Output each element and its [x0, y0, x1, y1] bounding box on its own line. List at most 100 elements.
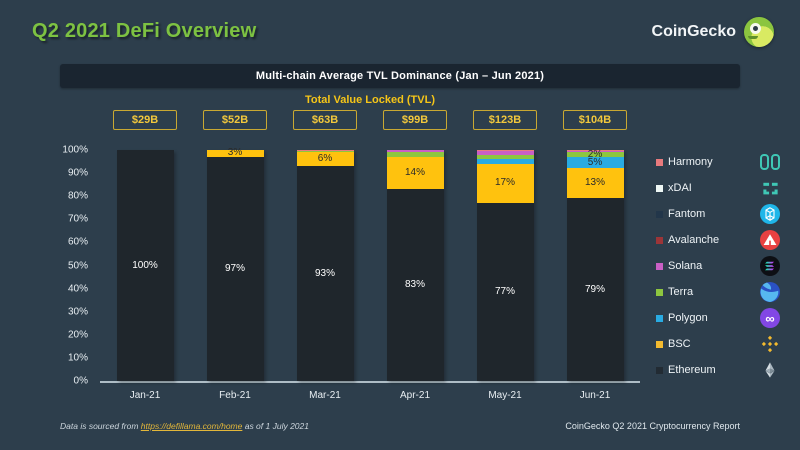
stacked-bar-apr-21: 14% 83%: [386, 150, 444, 381]
legend-swatch-polygon: [656, 314, 663, 322]
legend-swatch-ethereum: [656, 366, 663, 374]
legend-item-harmony: Harmony: [656, 152, 780, 172]
legend-item-solana: Solana: [656, 256, 780, 276]
legend-swatch-harmony: [656, 158, 663, 166]
legend-label-harmony: Harmony: [668, 156, 713, 168]
segment-label: 83%: [404, 279, 425, 291]
x-label-feb-21: Feb-21: [219, 390, 251, 401]
plot-area: 100% 3% 97% 6% 93% 14% 83% 17% 77% 2% 5% 13% 79%: [100, 147, 640, 383]
y-tick-50: 50%: [67, 260, 88, 271]
legend-item-bsc: BSC: [656, 334, 780, 354]
bar-column-apr-21: 14% 83%: [370, 150, 460, 381]
stacked-bar-jun-21: 2% 5% 13% 79%: [566, 148, 624, 381]
bar-segment-harmony-jun-21: [566, 150, 624, 151]
segment-label: 17%: [494, 177, 515, 189]
chart-title: Multi-chain Average TVL Dominance (Jan –…: [255, 70, 545, 82]
legend-item-terra: Terra: [656, 282, 780, 302]
segment-label: 14%: [404, 167, 425, 179]
legend-swatch-xdai: [656, 184, 663, 192]
bar-segment-ethereum-apr-21: 83%: [386, 189, 444, 381]
bar-segment-ethereum-feb-21: 97%: [206, 156, 264, 381]
tvl-cell-may-21: $123B: [460, 110, 550, 130]
segment-label: 79%: [584, 283, 605, 295]
bar-segment-polygon-may-21: [476, 159, 534, 164]
tvl-box-may-21: $123B: [473, 110, 537, 130]
y-tick-30: 30%: [67, 306, 88, 318]
footer-source-suffix: as of 1 July 2021: [242, 421, 309, 431]
tvl-cell-jun-21: $104B: [550, 110, 640, 130]
bar-segment-bsc-may-21: 17%: [476, 163, 534, 204]
y-axis: 0% 10% 20% 30% 40% 50% 60% 70% 80% 90% 100%: [52, 145, 94, 387]
segment-label: 5%: [587, 156, 603, 168]
segment-label: 93%: [314, 267, 335, 279]
legend-label-bsc: BSC: [668, 338, 691, 350]
stacked-bar-feb-21: 3% 97%: [206, 147, 264, 381]
bar-segment-ethereum-jan-21: 100%: [116, 150, 174, 381]
legend-label-fantom: Fantom: [668, 208, 706, 220]
legend-item-polygon: Polygon ∞: [656, 308, 780, 328]
legend-item-avalanche: Avalanche: [656, 230, 780, 250]
y-tick-0: 0%: [73, 375, 88, 387]
x-label-may-21: May-21: [488, 390, 522, 401]
tvl-box-feb-21: $52B: [203, 110, 267, 130]
bar-segment-polygon-jun-21: 5%: [566, 156, 624, 169]
legend-label-avalanche: Avalanche: [668, 234, 720, 246]
tvl-cell-feb-21: $52B: [190, 110, 280, 130]
y-tick-100: 100%: [62, 144, 88, 156]
tvl-row: $29B $52B $63B $99B $123B $104B: [100, 110, 640, 130]
legend-label-solana: Solana: [668, 260, 703, 272]
bar-column-feb-21: 3% 97%: [190, 147, 280, 381]
harmony-logo-icon: [760, 152, 780, 172]
bar-segment-bsc-jun-21: 13%: [566, 168, 624, 199]
x-label-jun-21: Jun-21: [579, 390, 611, 401]
segment-label: 97%: [224, 262, 245, 274]
legend-label-xdai: xDAI: [668, 182, 692, 194]
x-label-apr-21: Apr-21: [399, 390, 430, 401]
segment-label: 6%: [317, 153, 333, 165]
footer-source: Data is sourced from https://defillama.c…: [60, 421, 309, 431]
coingecko-logo-icon: [744, 17, 774, 47]
legend-item-xdai: xDAI: [656, 178, 780, 198]
bar-segment-solana-apr-21: [386, 150, 444, 153]
stacked-bar-jan-21: 100%: [116, 150, 174, 381]
legend-swatch-solana: [656, 262, 663, 270]
bar-segment-solana-may-21: [476, 151, 534, 155]
bar-segment-terra-apr-21: [386, 152, 444, 157]
footer-report: CoinGecko Q2 2021 Cryptocurrency Report: [565, 421, 740, 431]
segment-label: 100%: [132, 259, 158, 271]
y-tick-70: 70%: [67, 213, 88, 225]
defillama-link[interactable]: https://defillama.com/home: [140, 421, 243, 431]
gecko-mouth: [748, 36, 758, 39]
tvl-box-jan-21: $29B: [113, 110, 177, 130]
bar-segment-ethereum-mar-21: 93%: [296, 166, 354, 381]
bar-column-may-21: 17% 77%: [460, 150, 550, 381]
y-tick-80: 80%: [67, 190, 88, 202]
tvl-box-jun-21: $104B: [563, 110, 627, 130]
bar-column-jun-21: 2% 5% 13% 79%: [550, 148, 640, 381]
fantom-logo-icon: [760, 204, 780, 224]
y-tick-90: 90%: [67, 167, 88, 179]
avalanche-logo-icon: [760, 230, 780, 250]
legend: Harmony xDAI Fantom: [656, 152, 780, 386]
footer-source-prefix: Data is sourced from: [60, 421, 141, 431]
x-label-jan-21: Jan-21: [129, 390, 161, 401]
bar-column-jan-21: 100%: [100, 150, 190, 381]
brand: CoinGecko: [652, 17, 774, 47]
segment-label: 13%: [584, 177, 605, 189]
tvl-cell-jan-21: $29B: [100, 110, 190, 130]
segment-label: 3%: [227, 147, 243, 159]
y-tick-40: 40%: [67, 283, 88, 295]
x-axis: Jan-21 Feb-21 Mar-21 Apr-21 May-21 Jun-21: [100, 390, 640, 401]
chart-subtitle: Total Value Locked (TVL): [305, 94, 435, 106]
bar-segment-harmony-mar-21: [296, 150, 354, 151]
brand-name: CoinGecko: [651, 23, 736, 40]
y-tick-10: 10%: [67, 352, 88, 364]
legend-label-polygon: Polygon: [668, 312, 708, 324]
bsc-logo-icon: [760, 334, 780, 354]
bar-segment-bsc-apr-21: 14%: [386, 156, 444, 190]
polygon-logo-icon: ∞: [760, 308, 780, 328]
gecko-eye: [750, 23, 761, 34]
legend-swatch-fantom: [656, 210, 663, 218]
segment-label: 2%: [587, 148, 603, 160]
